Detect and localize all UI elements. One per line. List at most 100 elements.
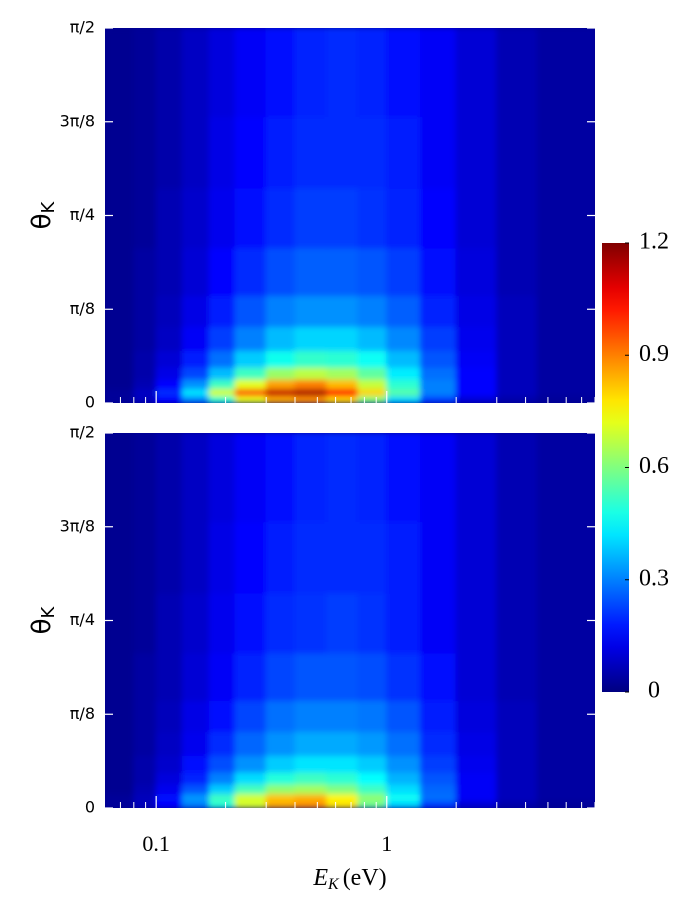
- heatmap-cell: [155, 783, 183, 795]
- heatmap-cell: [496, 187, 538, 249]
- heatmap-cell: [105, 366, 135, 380]
- heatmap-cell: [536, 295, 595, 328]
- heatmap-cell: [133, 349, 157, 368]
- heatmap-cell: [234, 378, 267, 390]
- heatmap-cell: [234, 793, 267, 802]
- heatmap-cell: [419, 793, 457, 802]
- heatmap-cell: [265, 793, 296, 802]
- heatmap-cell: [181, 754, 210, 773]
- heatmap-cell: [294, 28, 328, 118]
- heatmap-cell: [294, 395, 328, 403]
- heatmap-cell: [133, 592, 157, 654]
- heatmap-cell: [294, 116, 328, 189]
- heatmap-cell: [496, 793, 538, 802]
- heatmap-cell: [265, 800, 296, 808]
- colorbar-tick-label: 1.2: [639, 229, 669, 255]
- heatmap-cell: [455, 28, 498, 118]
- heatmap-cell: [105, 395, 135, 403]
- heatmap-cell: [208, 700, 236, 733]
- heatmap-cell: [105, 800, 135, 808]
- heatmap-cell: [455, 731, 498, 756]
- heatmap-cell: [234, 366, 267, 380]
- heatmap-cell: [234, 28, 267, 118]
- heatmap-cell: [326, 800, 359, 808]
- heatmap-cell: [326, 754, 359, 773]
- y-tick-label: π/2: [70, 18, 95, 37]
- x-label-symbol: E: [312, 865, 328, 891]
- heatmap-cell: [419, 395, 457, 403]
- heatmap-cell: [265, 116, 296, 189]
- heatmap-cell: [133, 28, 157, 118]
- heatmap-cell: [155, 349, 183, 368]
- heatmap-cell: [419, 592, 457, 654]
- heatmap-cell: [265, 652, 296, 702]
- y-label-symbol: θ: [27, 213, 57, 229]
- heatmap-cell: [357, 295, 388, 328]
- heatmap-cell: [455, 433, 498, 523]
- heatmap-cell: [386, 433, 421, 523]
- colorbar: [602, 243, 629, 692]
- heatmap-cell: [357, 521, 388, 594]
- heatmap-cell: [357, 326, 388, 351]
- heatmap-cell: [181, 592, 210, 654]
- heatmap-cell: [155, 800, 183, 808]
- heatmap-cell: [294, 366, 328, 380]
- heatmap-cell: [326, 366, 359, 380]
- heatmap-cell: [105, 247, 135, 297]
- heatmap-cell: [208, 187, 236, 249]
- heatmap-cell: [496, 700, 538, 733]
- heatmap-cell: [326, 592, 359, 654]
- heatmap-cell: [357, 771, 388, 785]
- heatmap-cell: [386, 247, 421, 297]
- heatmap-cell: [265, 295, 296, 328]
- heatmap-cell: [357, 793, 388, 802]
- heatmap-cell: [181, 366, 210, 380]
- heatmap-cells: [105, 433, 595, 808]
- heatmap-cell: [386, 771, 421, 785]
- heatmap-cell: [294, 592, 328, 654]
- heatmap-cell: [386, 521, 421, 594]
- heatmap-cell: [208, 349, 236, 368]
- heatmap-cell: [105, 433, 135, 523]
- heatmap-cell: [496, 366, 538, 380]
- heatmap-cell: [455, 366, 498, 380]
- heatmap-cell: [357, 783, 388, 795]
- heatmap-cell: [234, 800, 267, 808]
- heatmap-cell: [386, 754, 421, 773]
- heatmap-cell: [419, 700, 457, 733]
- heatmap-cell: [181, 295, 210, 328]
- heatmap-cell: [155, 295, 183, 328]
- heatmap-cell: [133, 388, 157, 397]
- heatmap-cell: [155, 433, 183, 523]
- y-axis-label: θK: [27, 605, 60, 634]
- heatmap-cell: [326, 187, 359, 249]
- heatmap-cell: [357, 652, 388, 702]
- heatmap-cell: [496, 521, 538, 594]
- heatmap-cell: [208, 754, 236, 773]
- heatmap-cell: [455, 783, 498, 795]
- heatmap-cell: [419, 771, 457, 785]
- heatmap-cell: [294, 731, 328, 756]
- heatmap-cell: [496, 378, 538, 390]
- heatmap-cell: [294, 295, 328, 328]
- heatmap-cell: [496, 247, 538, 297]
- heatmap-cell: [455, 700, 498, 733]
- heatmap-cell: [386, 187, 421, 249]
- heatmap-cell: [496, 326, 538, 351]
- heatmap-cell: [496, 295, 538, 328]
- heatmap-cell: [208, 731, 236, 756]
- heatmap-cell: [496, 592, 538, 654]
- heatmap-cell: [181, 783, 210, 795]
- heatmap-cell: [455, 116, 498, 189]
- heatmap-cell: [265, 521, 296, 594]
- heatmap-cell: [234, 731, 267, 756]
- heatmap-cell: [455, 652, 498, 702]
- heatmap-cell: [357, 800, 388, 808]
- heatmap-cell: [105, 326, 135, 351]
- heatmap-cell: [133, 247, 157, 297]
- heatmap-cell: [357, 395, 388, 403]
- heatmap-cell: [326, 247, 359, 297]
- heatmap-cell: [294, 433, 328, 523]
- heatmap-cell: [181, 116, 210, 189]
